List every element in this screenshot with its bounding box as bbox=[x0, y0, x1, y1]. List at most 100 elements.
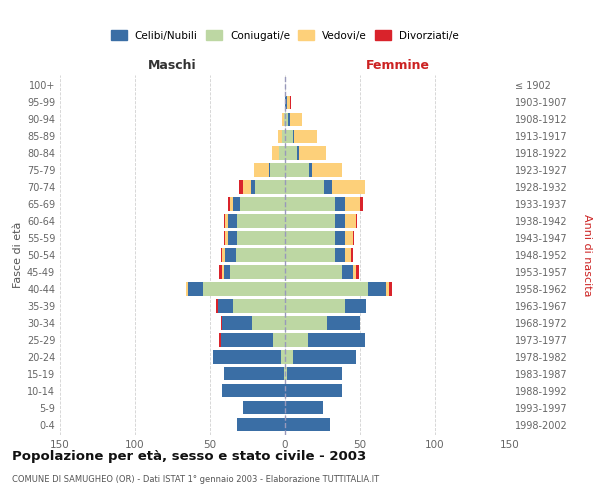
Bar bbox=[228, 232, 237, 244]
Bar bbox=[312, 164, 342, 176]
Bar bbox=[273, 334, 285, 346]
Bar bbox=[355, 266, 359, 278]
Bar bbox=[360, 198, 363, 210]
Bar bbox=[221, 248, 222, 262]
Bar bbox=[386, 282, 389, 296]
Bar bbox=[287, 367, 342, 380]
Bar bbox=[271, 146, 279, 160]
Bar bbox=[237, 232, 285, 244]
Bar bbox=[282, 112, 284, 126]
Bar bbox=[335, 198, 345, 210]
Bar bbox=[285, 180, 324, 194]
Bar bbox=[335, 232, 345, 244]
Bar bbox=[186, 282, 187, 296]
Bar bbox=[235, 248, 285, 262]
Legend: Celibi/Nubili, Coniugati/e, Vedovi/e, Divorziati/e: Celibi/Nubili, Coniugati/e, Vedovi/e, Di… bbox=[107, 26, 463, 45]
Bar bbox=[285, 300, 345, 312]
Bar bbox=[219, 266, 222, 278]
Bar bbox=[228, 214, 237, 228]
Bar bbox=[277, 130, 282, 143]
Bar bbox=[282, 130, 285, 143]
Bar bbox=[284, 367, 285, 380]
Text: COMUNE DI SAMUGHEO (OR) - Dati ISTAT 1° gennaio 2003 - Elaborazione TUTTITALIA.I: COMUNE DI SAMUGHEO (OR) - Dati ISTAT 1° … bbox=[12, 475, 379, 484]
Bar bbox=[233, 198, 240, 210]
Bar bbox=[285, 248, 335, 262]
Bar bbox=[216, 300, 218, 312]
Bar bbox=[237, 418, 285, 432]
Bar bbox=[389, 282, 392, 296]
Bar bbox=[335, 248, 345, 262]
Y-axis label: Anni di nascita: Anni di nascita bbox=[581, 214, 592, 296]
Bar bbox=[285, 384, 342, 398]
Bar bbox=[293, 130, 294, 143]
Text: Maschi: Maschi bbox=[148, 58, 197, 71]
Bar bbox=[270, 164, 285, 176]
Bar bbox=[218, 300, 233, 312]
Bar bbox=[285, 266, 342, 278]
Bar bbox=[223, 367, 284, 380]
Bar bbox=[285, 418, 330, 432]
Bar bbox=[269, 164, 270, 176]
Bar bbox=[290, 96, 291, 109]
Bar bbox=[221, 334, 273, 346]
Bar bbox=[251, 180, 255, 194]
Bar bbox=[331, 180, 365, 194]
Bar bbox=[213, 350, 281, 364]
Bar bbox=[285, 164, 309, 176]
Bar bbox=[285, 112, 288, 126]
Bar bbox=[223, 214, 225, 228]
Bar bbox=[225, 214, 228, 228]
Y-axis label: Fasce di età: Fasce di età bbox=[13, 222, 23, 288]
Bar bbox=[353, 266, 355, 278]
Bar bbox=[285, 146, 297, 160]
Bar bbox=[223, 232, 225, 244]
Bar bbox=[221, 316, 222, 330]
Bar bbox=[285, 130, 293, 143]
Bar bbox=[223, 266, 229, 278]
Bar bbox=[285, 214, 335, 228]
Text: Femmine: Femmine bbox=[365, 58, 430, 71]
Bar bbox=[279, 146, 285, 160]
Bar bbox=[225, 248, 235, 262]
Bar bbox=[342, 266, 353, 278]
Bar bbox=[335, 214, 345, 228]
Bar bbox=[285, 198, 335, 210]
Bar bbox=[254, 164, 269, 176]
Bar bbox=[345, 198, 360, 210]
Bar bbox=[345, 248, 351, 262]
Bar bbox=[281, 350, 285, 364]
Bar bbox=[187, 282, 203, 296]
Bar bbox=[285, 367, 287, 380]
Bar bbox=[252, 316, 285, 330]
Bar bbox=[239, 180, 243, 194]
Bar bbox=[294, 130, 317, 143]
Bar bbox=[237, 214, 285, 228]
Bar bbox=[353, 232, 354, 244]
Bar bbox=[243, 401, 285, 414]
Bar bbox=[355, 214, 357, 228]
Bar bbox=[290, 112, 302, 126]
Bar bbox=[203, 282, 285, 296]
Bar bbox=[345, 214, 355, 228]
Bar bbox=[285, 350, 293, 364]
Bar bbox=[327, 316, 360, 330]
Bar bbox=[308, 334, 365, 346]
Bar bbox=[228, 198, 229, 210]
Bar bbox=[288, 112, 290, 126]
Bar bbox=[229, 266, 285, 278]
Bar bbox=[293, 350, 355, 364]
Bar bbox=[285, 96, 287, 109]
Bar bbox=[324, 180, 331, 194]
Bar bbox=[222, 266, 223, 278]
Bar bbox=[285, 334, 308, 346]
Bar bbox=[225, 232, 228, 244]
Bar bbox=[284, 112, 285, 126]
Bar bbox=[285, 232, 335, 244]
Bar bbox=[243, 180, 251, 194]
Bar bbox=[345, 300, 366, 312]
Bar bbox=[297, 146, 299, 160]
Bar bbox=[345, 232, 353, 244]
Bar bbox=[351, 248, 353, 262]
Bar bbox=[229, 198, 233, 210]
Bar bbox=[285, 401, 323, 414]
